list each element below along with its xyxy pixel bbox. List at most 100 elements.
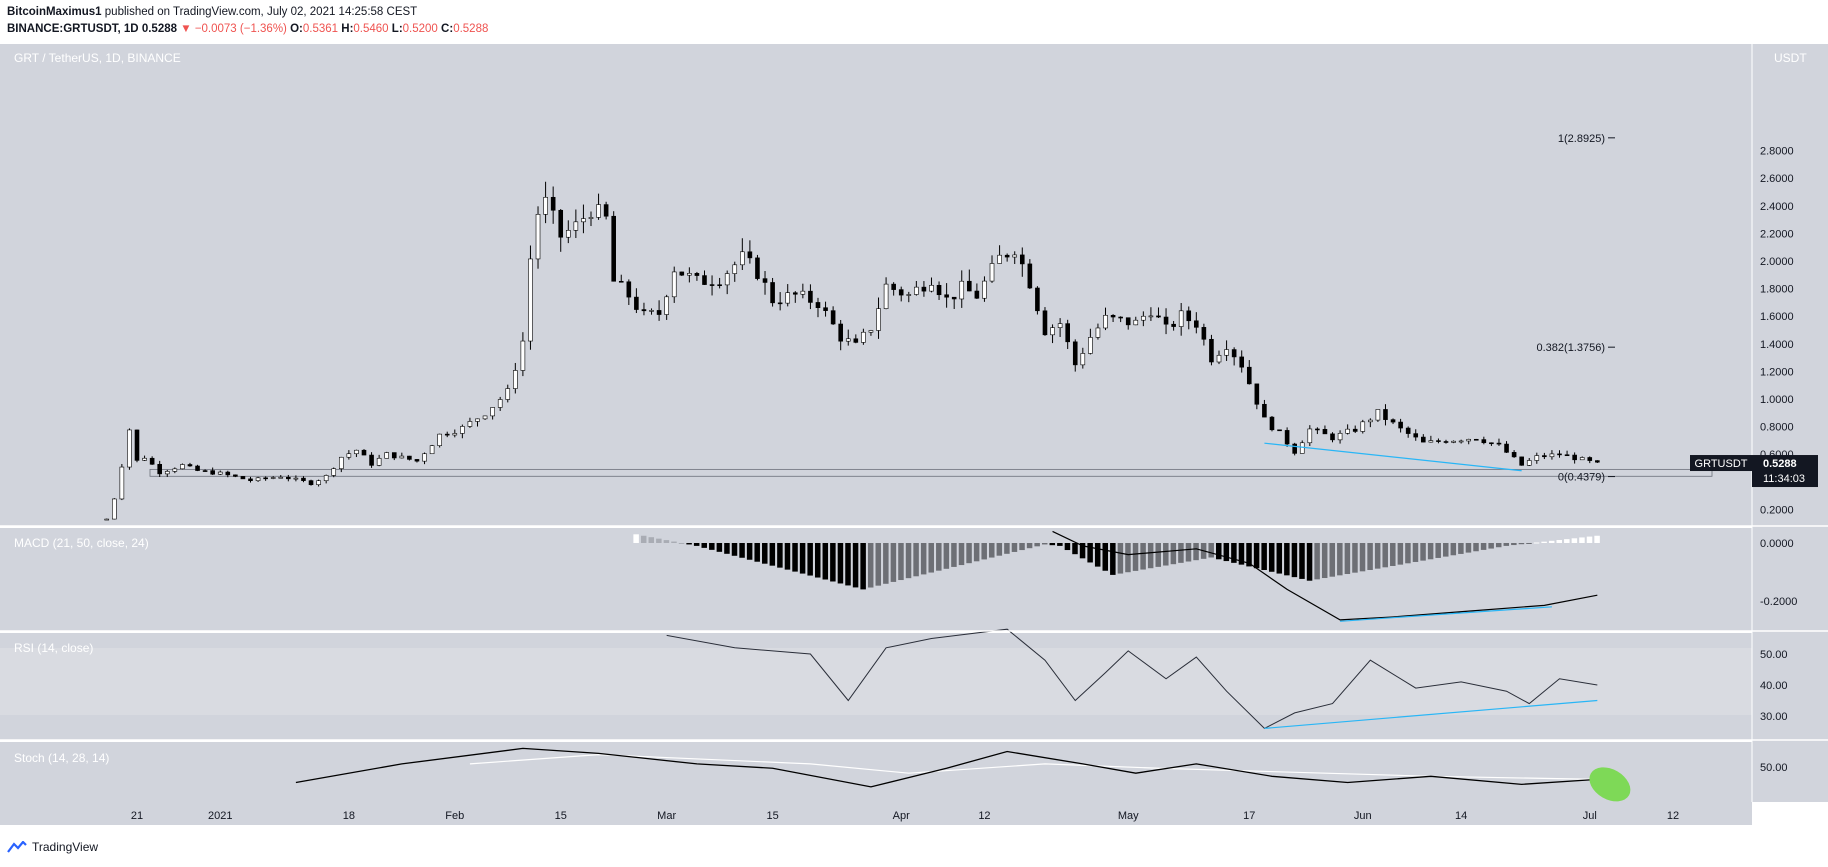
- candle-down-body: [202, 470, 208, 472]
- candle-down-body: [361, 449, 367, 456]
- candle: [1428, 435, 1434, 443]
- candle-down-body: [444, 433, 450, 436]
- macd-histogram-bar: [1480, 543, 1487, 550]
- candle: [1012, 251, 1018, 265]
- macd-histogram-bar: [1390, 543, 1396, 566]
- macd-histogram-bar: [777, 543, 783, 568]
- candle: [142, 455, 147, 461]
- candle: [354, 449, 359, 458]
- candle-up-body: [270, 477, 276, 479]
- candle: [618, 274, 624, 283]
- candle-down-body: [1004, 254, 1010, 258]
- candle: [1481, 436, 1487, 445]
- candle-down-body: [891, 283, 896, 290]
- macd-histogram-bar: [973, 543, 980, 562]
- candle-up-body: [497, 399, 503, 408]
- candle-up-body: [861, 331, 866, 343]
- high-value: 0.5460: [353, 23, 389, 35]
- open-value: 0.5361: [302, 23, 339, 35]
- footer[interactable]: TradingView: [7, 840, 98, 854]
- candle: [740, 238, 745, 271]
- candle: [762, 271, 768, 295]
- candle: [286, 474, 291, 482]
- candle-up-body: [520, 340, 526, 371]
- macd-histogram-bar: [1238, 543, 1245, 565]
- candle-down-body: [951, 296, 957, 300]
- candle-down-body: [626, 281, 632, 298]
- candle: [1504, 441, 1509, 453]
- macd-histogram-bar: [867, 543, 874, 588]
- candle: [1579, 456, 1585, 461]
- symbol-info: BINANCE:GRTUSDT, 1D: [7, 23, 139, 35]
- macd-histogram-bar: [852, 543, 859, 588]
- price-tick-label: 2.6000: [1760, 173, 1794, 185]
- price-tick-label: 1.6000: [1760, 311, 1794, 323]
- candle: [989, 255, 995, 283]
- macd-histogram-bar: [1329, 543, 1336, 577]
- macd-histogram-bar: [1382, 543, 1388, 568]
- macd-histogram-bar: [951, 543, 957, 567]
- price-tick-label: 2.2000: [1760, 228, 1794, 240]
- macd-histogram-bar: [1102, 543, 1109, 571]
- candle-down-body: [1322, 428, 1328, 435]
- macd-histogram-bar: [1412, 543, 1419, 562]
- macd-histogram-bar: [663, 540, 670, 543]
- candle: [119, 463, 125, 501]
- candle: [845, 329, 851, 346]
- candle: [1405, 426, 1411, 438]
- candle: [671, 266, 677, 303]
- candle: [1337, 430, 1343, 444]
- candle-down-body: [641, 309, 647, 312]
- candle: [1413, 429, 1419, 441]
- macd-histogram-bar: [1276, 543, 1283, 574]
- price-tick-label: 0.8000: [1760, 422, 1794, 434]
- candle: [460, 424, 465, 439]
- author-name[interactable]: BitcoinMaximus1: [7, 6, 102, 18]
- candle-up-body: [278, 476, 284, 479]
- candle-up-body: [316, 480, 321, 486]
- macd-histogram-bar: [799, 543, 806, 574]
- candle: [967, 269, 972, 292]
- macd-histogram-bar: [1284, 543, 1290, 576]
- macd-histogram-bar: [1427, 543, 1434, 560]
- macd-histogram-bar: [1163, 543, 1169, 566]
- open-label: O:: [290, 23, 303, 35]
- candle-up-body: [1178, 310, 1184, 327]
- candle: [1496, 438, 1502, 446]
- macd-histogram-bar: [822, 543, 829, 580]
- macd-tick-label: -0.2000: [1760, 596, 1797, 608]
- candle-down-body: [944, 294, 949, 298]
- macd-histogram-bar: [1026, 543, 1033, 549]
- candle-down-body: [233, 474, 238, 477]
- candle-down-body: [770, 282, 775, 304]
- candle: [505, 384, 511, 403]
- candle-up-body: [127, 429, 132, 468]
- candle: [603, 201, 609, 220]
- rsi-tick-label: 50.00: [1760, 649, 1788, 661]
- macd-histogram-bar: [1511, 543, 1517, 546]
- macd-histogram-bar: [693, 543, 700, 546]
- candle-down-body: [248, 478, 253, 482]
- macd-histogram-bar: [1586, 536, 1593, 543]
- candle: [520, 332, 526, 377]
- candle-up-body: [1216, 354, 1222, 363]
- candle-down-body: [1231, 349, 1237, 358]
- candle: [914, 280, 919, 296]
- time-tick-label: Feb: [445, 810, 464, 822]
- candle: [308, 479, 314, 486]
- candle-up-body: [883, 283, 889, 309]
- macd-histogram-bar: [958, 543, 965, 566]
- candle: [1019, 247, 1025, 277]
- candle-up-body: [1345, 428, 1350, 434]
- candle: [338, 456, 344, 473]
- macd-histogram-bar: [784, 543, 791, 570]
- candle: [951, 296, 957, 309]
- time-tick-label: 15: [766, 810, 778, 822]
- candle-down-body: [702, 275, 707, 285]
- candle-down-body: [717, 284, 722, 287]
- candle: [641, 302, 647, 316]
- macd-histogram-bar: [1193, 543, 1199, 561]
- rsi-trendline: [1264, 699, 1598, 729]
- candle: [172, 467, 178, 474]
